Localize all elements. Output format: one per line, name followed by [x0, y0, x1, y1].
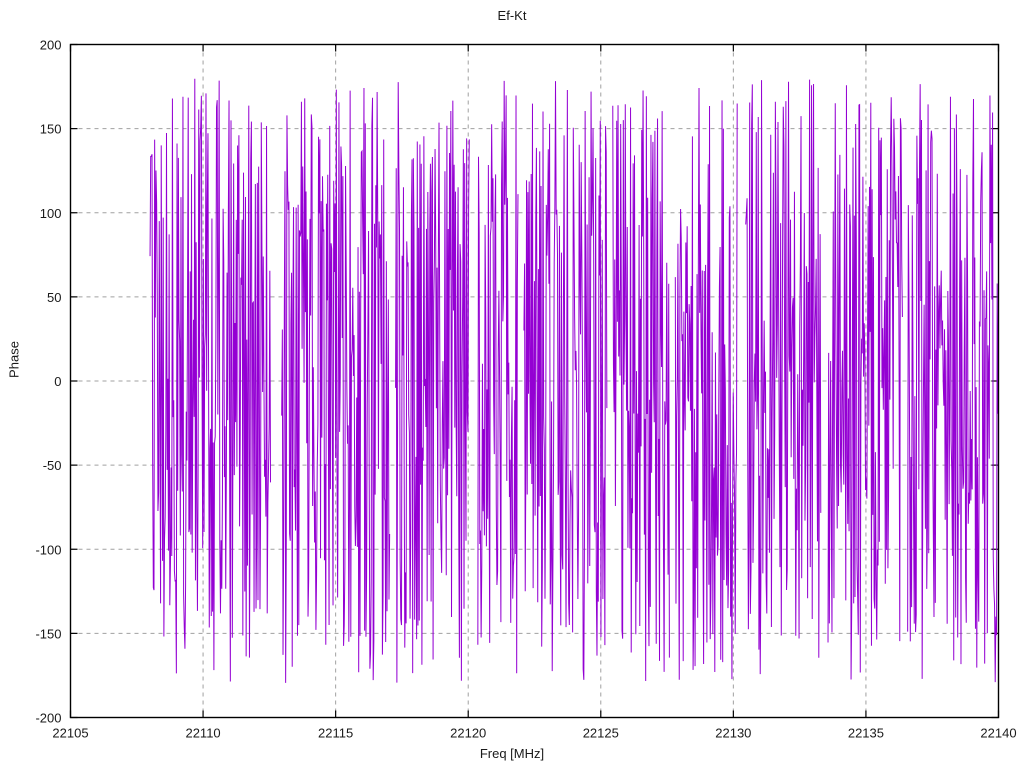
x-tick-label: 22105 [52, 726, 88, 741]
y-tick-label: -200 [35, 711, 61, 726]
chart-title: Ef-Kt [497, 8, 527, 23]
y-tick-label: 200 [40, 38, 62, 53]
x-tick-label: 22135 [848, 726, 884, 741]
x-axis-label: Freq [MHz] [479, 746, 545, 761]
y-tick-label: 150 [40, 122, 62, 137]
x-tick-label: 22140 [980, 726, 1016, 741]
plot-frame [69, 43, 1000, 719]
y-tick-label: 50 [47, 290, 61, 305]
x-tick-label: 22115 [318, 726, 353, 741]
x-tick-label: 22110 [185, 726, 220, 741]
x-tick-label: 22120 [450, 726, 486, 741]
y-tick-label: 0 [54, 374, 61, 389]
y-tick-label: -100 [35, 542, 61, 557]
y-tick-label: -50 [43, 458, 62, 473]
tick-labels-group: -200 -150 -100 -50 0 50 100 150 200 22105 22110 221… [35, 38, 1016, 741]
data-series-phase [149, 78, 999, 683]
phase-trace [149, 78, 999, 683]
y-tick-label: -150 [35, 626, 61, 641]
x-tick-label: 22125 [583, 726, 619, 741]
y-tick-label: 100 [40, 206, 62, 221]
x-tick-label: 22130 [715, 726, 751, 741]
